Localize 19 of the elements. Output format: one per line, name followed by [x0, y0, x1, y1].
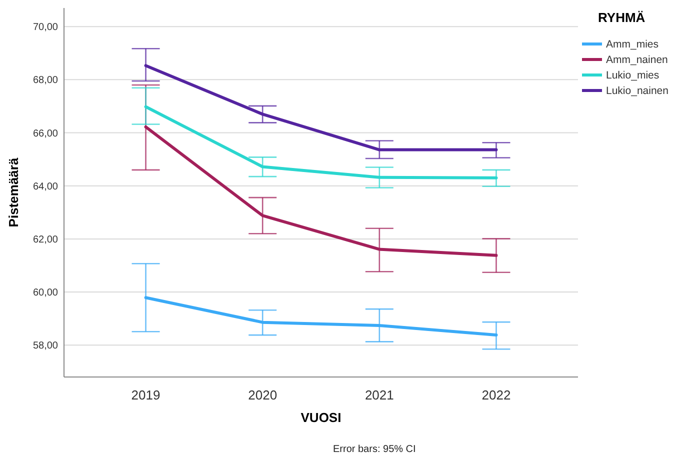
text: Error bars: 95% CI — [333, 444, 416, 455]
x-tick-label: 2019 — [131, 388, 160, 403]
legend-title: RYHMÄ — [598, 10, 646, 25]
x-tick-label: 2022 — [482, 388, 511, 403]
y-tick-label: 66,00 — [32, 128, 58, 140]
y-tick-label: 68,00 — [32, 75, 58, 86]
y-tick-label: 64,00 — [32, 181, 58, 192]
y-tick-label: 58,00 — [32, 340, 58, 352]
y-tick-label: 60,00 — [32, 288, 58, 299]
legend-label: Lukio_mies — [606, 70, 660, 82]
y-tick-label: 70,00 — [32, 22, 58, 34]
legend-label: Lukio_nainen — [606, 85, 669, 98]
y-axis-title: Pistemäärä — [6, 157, 21, 228]
x-axis-title: VUOSI — [300, 410, 342, 425]
legend-label: Amm_nainen — [606, 54, 668, 66]
legend-label: Amm_mies — [606, 38, 659, 51]
x-tick-label: 2020 — [248, 388, 278, 403]
y-tick-label: 62,00 — [32, 234, 58, 246]
x-tick-label: 2021 — [364, 388, 394, 403]
